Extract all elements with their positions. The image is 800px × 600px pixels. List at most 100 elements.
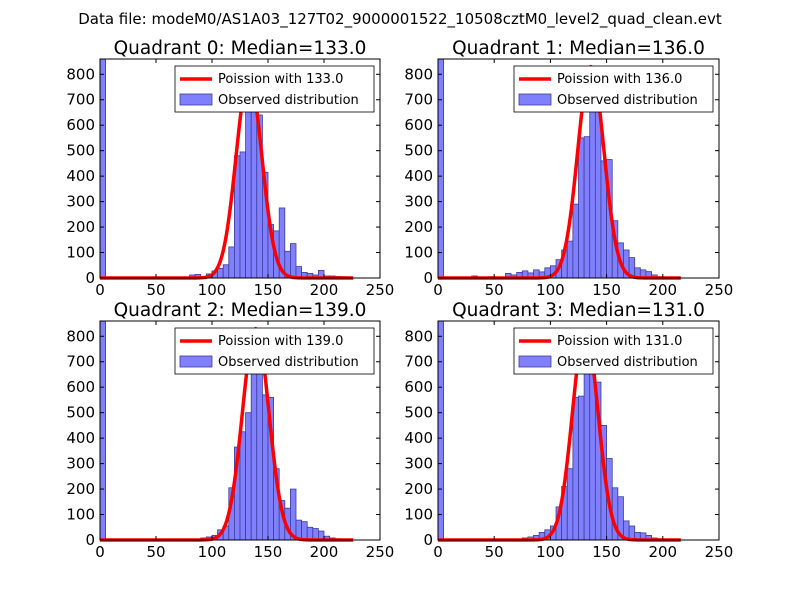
hist-bar xyxy=(583,136,591,279)
legend: Poission with 136.0 Observed distribution xyxy=(513,65,714,113)
y-tick-label: 700 xyxy=(66,91,95,109)
x-tick-label: 100 xyxy=(198,543,227,561)
y-tick-label: 400 xyxy=(66,429,95,447)
x-tick-label: 0 xyxy=(433,281,443,299)
hist-bar xyxy=(566,240,574,279)
legend: Poission with 133.0 Observed distribution xyxy=(174,65,375,113)
panel-quadrant-3: 0 50 100 150 200 250 0 100 200 300 400 500 600 700 800… xyxy=(404,300,733,561)
legend-label-observed: Observed distribution xyxy=(557,93,698,108)
y-tick-label: 100 xyxy=(66,506,95,524)
hist-bar xyxy=(261,394,269,541)
y-tick-label: 400 xyxy=(404,167,433,185)
x-tick-label: 250 xyxy=(705,281,734,299)
panel-quadrant-1: 0 50 100 150 200 250 0 100 200 300 400 500 600 700 800… xyxy=(404,38,733,299)
hist-bar xyxy=(239,151,246,279)
y-tick-label: 600 xyxy=(66,378,95,396)
axes-frame xyxy=(437,320,720,541)
y-tick-label: 100 xyxy=(404,244,433,262)
x-tick-label: 0 xyxy=(433,543,443,561)
y-tick-label: 600 xyxy=(404,378,433,396)
y-tick-label: 0 xyxy=(423,531,433,549)
panel-title: Quadrant 3: Median=131.0 xyxy=(452,300,705,321)
legend-label-poisson: Poission with 139.0 xyxy=(218,334,343,349)
legend-label-observed: Observed distribution xyxy=(218,93,359,108)
x-tick-label: 100 xyxy=(536,281,565,299)
y-tick-label: 300 xyxy=(404,193,433,211)
y-tick-label: 300 xyxy=(66,455,95,473)
y-tick-label: 700 xyxy=(66,353,95,371)
axes-frame xyxy=(99,320,381,541)
figure-suptitle: Data file: modeM0/AS1A03_127T02_90000015… xyxy=(78,10,722,29)
hist-bar xyxy=(566,468,574,541)
y-tick-label: 400 xyxy=(66,167,95,185)
y-tick-label: 800 xyxy=(404,65,433,83)
x-tick-label: 50 xyxy=(146,543,165,561)
legend-label-poisson: Poission with 136.0 xyxy=(557,72,682,87)
axes-frame xyxy=(99,58,381,279)
x-tick-label: 50 xyxy=(146,281,165,299)
x-tick-label: 0 xyxy=(95,543,105,561)
y-tick-label: 800 xyxy=(66,327,95,345)
x-tick-label: 200 xyxy=(648,543,677,561)
hist-bar xyxy=(222,264,230,279)
legend: Poission with 131.0 Observed distribution xyxy=(513,327,714,375)
x-tick-label: 50 xyxy=(485,543,504,561)
x-tick-label: 150 xyxy=(592,281,621,299)
y-tick-label: 500 xyxy=(404,404,433,422)
legend-hist-swatch xyxy=(518,93,552,106)
hist-bar xyxy=(245,412,252,541)
legend-hist-swatch xyxy=(518,355,552,368)
hist-bar xyxy=(589,99,596,279)
y-tick-label: 0 xyxy=(85,269,95,287)
hist-bar xyxy=(437,58,445,279)
y-tick-label: 100 xyxy=(404,506,433,524)
y-tick-label: 800 xyxy=(404,327,433,345)
hist-bar xyxy=(217,267,224,279)
legend: Poission with 139.0 Observed distribution xyxy=(174,327,375,375)
y-tick-label: 500 xyxy=(404,142,433,160)
y-tick-label: 500 xyxy=(66,142,95,160)
x-tick-label: 150 xyxy=(592,543,621,561)
y-tick-label: 200 xyxy=(66,218,95,236)
legend-label-poisson: Poission with 133.0 xyxy=(218,72,343,87)
hist-bar xyxy=(250,361,258,541)
hist-bar xyxy=(572,396,579,541)
legend-hist-swatch xyxy=(179,355,213,368)
axes-frame xyxy=(437,58,720,279)
hist-bar xyxy=(301,521,308,541)
x-tick-label: 250 xyxy=(366,543,395,561)
y-tick-label: 0 xyxy=(423,269,433,287)
panel-title: Quadrant 2: Median=139.0 xyxy=(114,300,367,321)
legend-hist-swatch xyxy=(179,93,213,106)
hist-bar xyxy=(256,363,263,541)
hist-bar xyxy=(572,203,579,279)
hist-bar xyxy=(578,395,585,541)
y-tick-label: 600 xyxy=(66,116,95,134)
x-tick-label: 150 xyxy=(254,543,283,561)
hist-bar xyxy=(239,431,246,541)
y-tick-label: 200 xyxy=(66,480,95,498)
hist-bar xyxy=(437,320,445,541)
panel-title: Quadrant 0: Median=133.0 xyxy=(114,38,367,59)
y-tick-label: 500 xyxy=(66,404,95,422)
hist-bar xyxy=(245,91,252,279)
hist-bar xyxy=(99,58,106,279)
x-tick-label: 150 xyxy=(254,281,283,299)
hist-bar xyxy=(99,320,106,541)
hist-bar xyxy=(228,246,235,279)
x-tick-label: 200 xyxy=(310,281,339,299)
hist-bar xyxy=(578,137,585,279)
x-tick-label: 200 xyxy=(648,281,677,299)
y-tick-label: 0 xyxy=(85,531,95,549)
y-tick-label: 300 xyxy=(404,455,433,473)
hist-bar xyxy=(250,96,258,279)
x-tick-label: 200 xyxy=(310,543,339,561)
y-tick-label: 700 xyxy=(404,353,433,371)
x-tick-label: 100 xyxy=(536,543,565,561)
y-tick-label: 800 xyxy=(66,65,95,83)
y-tick-label: 700 xyxy=(404,91,433,109)
hist-bar xyxy=(289,243,297,279)
panel-quadrant-2: 0 50 100 150 200 250 0 100 200 300 400 500 600 700 800… xyxy=(66,300,394,561)
legend-label-poisson: Poission with 131.0 xyxy=(557,334,682,349)
y-tick-label: 300 xyxy=(66,193,95,211)
